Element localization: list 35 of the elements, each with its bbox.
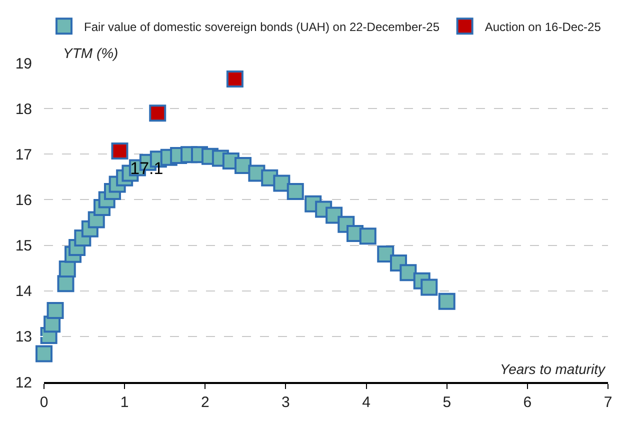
data-label: 17.1 [130, 159, 164, 178]
point [273, 174, 290, 192]
y-tick-label: 19 [15, 55, 32, 72]
point [359, 228, 376, 245]
point [286, 183, 304, 200]
y-tick-label: 18 [15, 100, 32, 118]
point [58, 260, 76, 278]
y-tick-label: 17 [15, 146, 32, 164]
x-tick-label: 3 [282, 394, 290, 411]
point [377, 245, 394, 262]
point [420, 278, 438, 296]
x-tick-label: 1 [120, 394, 129, 411]
point [46, 302, 64, 319]
point [438, 292, 456, 310]
point [111, 142, 128, 160]
y-tick-label: 13 [15, 328, 32, 346]
x-tick-label: 2 [200, 394, 210, 411]
point [400, 264, 417, 282]
legend-label: Auction on 16-Dec-25 [484, 20, 602, 34]
y-tick-label: 14 [15, 283, 32, 300]
point [226, 70, 244, 88]
y-tick-label: 16 [15, 192, 32, 209]
x-tick-label: 5 [442, 394, 452, 411]
x-tick-label: 7 [604, 394, 612, 411]
x-tick-label: 4 [362, 394, 370, 411]
x-tick-label: 0 [40, 394, 48, 411]
y-axis-title: YTM (%) [63, 45, 118, 61]
point [149, 104, 166, 122]
x-axis-title: Years to maturity [500, 361, 606, 377]
y-tick-label: 12 [15, 374, 32, 392]
y-tick-label: 15 [15, 238, 32, 255]
point [36, 345, 52, 362]
point [234, 157, 252, 174]
x-tick-label: 6 [523, 394, 532, 411]
legend-label: Fair value of domestic sovereign bonds (UAH) on 22-December-25 [84, 20, 440, 34]
